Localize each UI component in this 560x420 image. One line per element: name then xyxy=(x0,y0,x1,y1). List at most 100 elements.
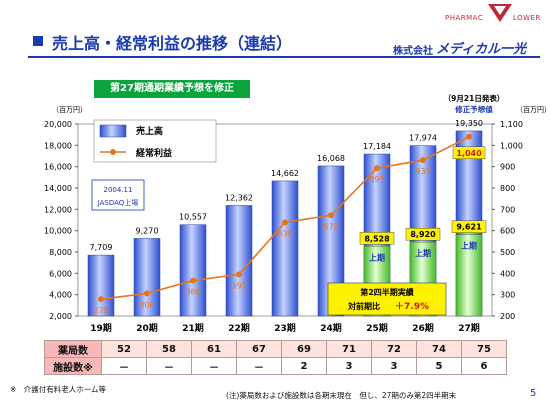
h2-result-title: 第2四半期実績 xyxy=(360,287,414,297)
profit-value-label: 893 xyxy=(369,175,384,184)
jasdaq-date: 2004.11 xyxy=(104,186,133,194)
table-cell: 69 xyxy=(281,340,327,358)
right-tick-label: 500 xyxy=(500,248,515,257)
flower-logo-icon xyxy=(488,4,512,22)
legend-profit-marker xyxy=(110,149,116,155)
table-cell: 3 xyxy=(371,357,417,375)
table-cell: 67 xyxy=(236,340,282,358)
left-tick-label: 18,000 xyxy=(44,141,72,150)
sales-value-label: 16,068 xyxy=(317,154,345,163)
half-year-bar xyxy=(455,234,483,317)
sales-value-label: 7,709 xyxy=(90,243,113,252)
category-label: 19期 xyxy=(90,322,112,334)
table-cell: － xyxy=(236,357,282,375)
company-name: メディカル一光 xyxy=(436,42,527,57)
category-label: 27期 xyxy=(458,322,480,334)
category-label: 20期 xyxy=(136,322,158,334)
title-bullet xyxy=(33,36,43,46)
sales-value-label: 9,270 xyxy=(136,226,159,235)
table-cell: － xyxy=(191,357,237,375)
right-tick-label: 600 xyxy=(500,227,515,236)
footnote-facilities: ※ 介護付有料老人ホーム等 xyxy=(10,385,107,394)
right-axis-unit: （百万円） xyxy=(516,106,551,114)
title-underline xyxy=(28,56,540,58)
half-year-value-label: 9,621 xyxy=(456,223,482,232)
category-label: 21期 xyxy=(182,322,204,334)
half-year-value-box xyxy=(405,227,441,241)
left-tick-label: 12,000 xyxy=(44,205,72,214)
half-year-value-box xyxy=(359,232,395,245)
footnote-note: (注)薬局数および施設数は各期末現在 但し、27期のみ第2四半期末 xyxy=(226,391,457,400)
profit-point xyxy=(374,165,380,172)
table-cell: － xyxy=(146,357,192,375)
right-tick-label: 400 xyxy=(500,269,515,278)
h2-ratio-value: ＋7.9% xyxy=(395,301,429,312)
category-label: 22期 xyxy=(228,322,250,334)
table-cell: 5 xyxy=(416,357,462,375)
profit-value-label: 639 xyxy=(277,229,292,238)
table-cell: － xyxy=(101,357,147,375)
table-cell: 75 xyxy=(461,340,507,358)
table-cell: 71 xyxy=(326,340,372,358)
right-tick-label: 1,000 xyxy=(500,141,523,150)
forecast-revision-banner: 第27期通期業績予想を修正 xyxy=(94,80,250,98)
jasdaq-text: JASDAQ上場 xyxy=(97,198,139,207)
profit-point xyxy=(466,133,472,140)
sales-bar xyxy=(133,238,161,317)
left-tick-label: 6,000 xyxy=(49,269,72,278)
profit-point xyxy=(420,157,426,164)
profit-point xyxy=(328,212,334,219)
profit-final-box xyxy=(452,146,486,160)
half-year-value-label: 8,528 xyxy=(364,234,390,243)
h2-ratio-label: 対前期比 xyxy=(347,301,380,311)
profit-value-label: 931 xyxy=(415,167,430,176)
profit-point xyxy=(236,271,242,278)
sales-bar xyxy=(87,254,115,317)
category-label: 23期 xyxy=(274,322,296,334)
sales-bar xyxy=(271,180,299,317)
half-year-value-label: 8,920 xyxy=(410,230,436,239)
sales-bar xyxy=(179,224,207,317)
table-cell: 72 xyxy=(371,340,417,358)
table-cell: 2 xyxy=(281,357,327,375)
brand-text-right: LOWER xyxy=(513,14,541,22)
table-cell: 58 xyxy=(146,340,192,358)
revised-forecast-label: 修正予想値 xyxy=(454,104,493,114)
table-cell: 61 xyxy=(191,340,237,358)
sales-value-label: 17,974 xyxy=(409,134,437,143)
sales-bar xyxy=(225,205,253,317)
profit-value-label: 395 xyxy=(231,281,246,290)
table-row: 薬局数 52 58 61 67 69 71 72 74 75 xyxy=(44,340,507,358)
announcement-date: （9月21日発表） xyxy=(444,93,505,103)
legend-sales-label: 売上高 xyxy=(136,125,163,137)
right-tick-label: 900 xyxy=(500,163,515,172)
category-label: 24期 xyxy=(320,322,342,334)
sales-value-label: 12,362 xyxy=(225,193,253,202)
half-year-tag: 上期 xyxy=(461,241,477,251)
sales-value-label: 14,662 xyxy=(271,169,299,178)
legend-sales-swatch xyxy=(99,124,127,138)
category-label: 26期 xyxy=(412,322,434,334)
jasdaq-box xyxy=(91,179,145,211)
profit-value-label: 279 xyxy=(93,306,108,315)
page-number: 5 xyxy=(530,388,537,399)
table-cell: 74 xyxy=(416,340,462,358)
left-tick-label: 2,000 xyxy=(49,312,72,321)
right-tick-label: 300 xyxy=(500,291,515,300)
table-cell: 52 xyxy=(101,340,147,358)
category-label: 25期 xyxy=(366,322,388,334)
profit-point xyxy=(144,290,150,297)
half-year-tag: 上期 xyxy=(369,252,385,262)
left-axis-unit: （百万円） xyxy=(52,106,87,114)
right-tick-label: 700 xyxy=(500,205,515,214)
right-tick-label: 800 xyxy=(500,184,515,193)
half-year-tag: 上期 xyxy=(415,248,431,258)
sales-value-label: 19,350 xyxy=(455,119,483,128)
profit-point xyxy=(282,219,288,226)
store-count-table: 薬局数 52 58 61 67 69 71 72 74 75 施設数※ －－－－ 2 3 3 5 6 xyxy=(44,340,507,375)
right-tick-label: 200 xyxy=(500,312,515,321)
page-title: 売上高・経常利益の推移（連結） xyxy=(52,34,293,53)
company-prefix: 株式会社 xyxy=(393,46,433,57)
